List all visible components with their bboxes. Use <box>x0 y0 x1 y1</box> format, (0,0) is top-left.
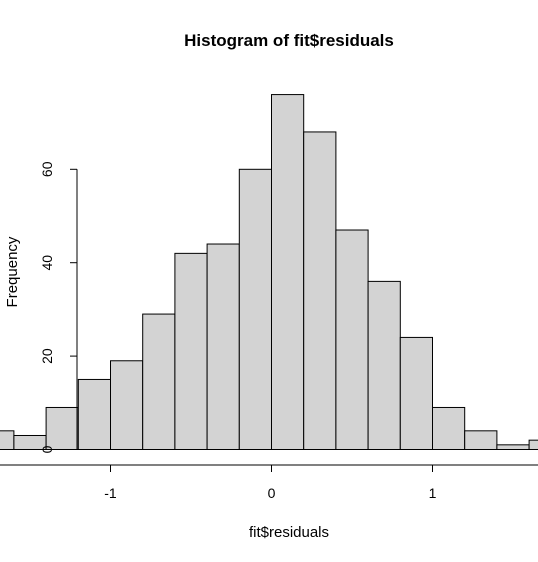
histogram-bar-16 <box>433 407 465 449</box>
histogram-bar-7 <box>143 314 175 449</box>
histogram-bar-15 <box>400 337 432 449</box>
histogram-bar-13 <box>336 230 368 449</box>
y-tick-label-1: 20 <box>39 348 55 364</box>
histogram-bar-6 <box>111 361 143 450</box>
histogram-bar-11 <box>272 95 304 450</box>
x-tick-label-1: -1 <box>104 485 117 501</box>
x-tick-label-2: 0 <box>268 485 276 501</box>
histogram-bar-14 <box>368 281 400 449</box>
x-axis: -2-1012 <box>0 465 538 501</box>
y-tick-label-3: 60 <box>39 161 55 177</box>
histogram-bar-2 <box>0 431 14 450</box>
histogram-bar-10 <box>239 169 271 449</box>
histogram-bar-12 <box>304 132 336 450</box>
histogram-bar-8 <box>175 253 207 449</box>
histogram-bar-9 <box>207 244 239 449</box>
histogram-bar-5 <box>78 379 110 449</box>
chart-title: Histogram of fit$residuals <box>184 31 394 50</box>
bars-layer <box>0 95 538 450</box>
y-tick-label-0: 0 <box>39 445 55 453</box>
histogram-bar-4 <box>46 407 78 449</box>
histogram-bar-19 <box>529 440 538 449</box>
histogram-bar-18 <box>497 445 529 450</box>
histogram-bar-17 <box>465 431 497 450</box>
x-axis-title: fit$residuals <box>249 524 329 541</box>
y-tick-label-2: 40 <box>39 255 55 271</box>
x-tick-label-3: 1 <box>429 485 437 501</box>
y-axis-title: Frequency <box>4 236 21 307</box>
